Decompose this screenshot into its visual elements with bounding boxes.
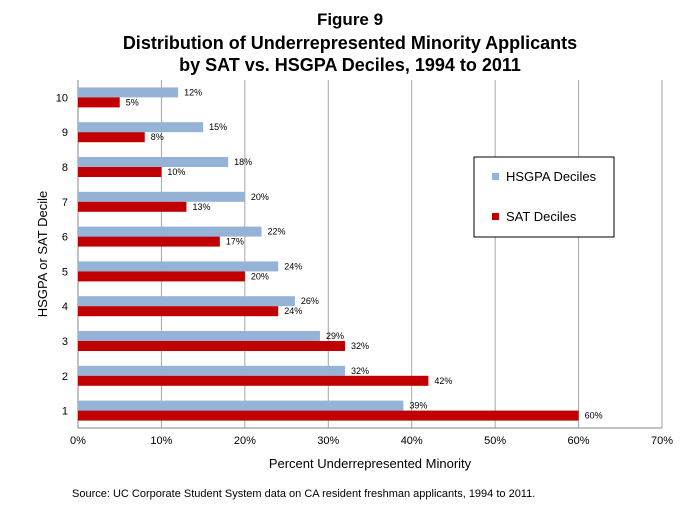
data-label: 13%: [192, 202, 210, 212]
bar-hsgpa: [78, 226, 262, 237]
x-axis-title: Percent Underrepresented Minority: [269, 456, 472, 471]
bar-sat: [78, 306, 279, 317]
bar-sat: [78, 410, 579, 421]
bar-hsgpa: [78, 400, 404, 411]
legend-swatch-sat: [492, 213, 499, 220]
bar-sat: [78, 201, 187, 212]
data-label: 60%: [585, 411, 603, 421]
bar-sat: [78, 271, 245, 282]
data-label: 39%: [409, 401, 427, 411]
data-label: 17%: [226, 237, 244, 247]
y-tick-label: 2: [62, 371, 68, 383]
data-label: 24%: [284, 306, 302, 316]
y-tick-label: 4: [62, 301, 68, 313]
y-tick-label: 10: [56, 92, 68, 104]
y-tick-label: 6: [62, 232, 68, 244]
bar-sat: [78, 341, 345, 351]
data-label: 20%: [251, 271, 269, 281]
bar-hsgpa: [78, 87, 179, 98]
bar-hsgpa: [78, 191, 245, 202]
bar-hsgpa: [78, 365, 345, 376]
data-label: 32%: [351, 366, 369, 376]
data-label: 8%: [151, 132, 164, 142]
source-note: Source: UC Corporate Student System data…: [72, 488, 536, 500]
y-tick-label: 3: [62, 336, 68, 348]
legend-box: [473, 156, 615, 238]
x-tick-label: 10%: [150, 435, 172, 447]
bar-hsgpa: [78, 261, 279, 272]
bar-hsgpa: [78, 331, 320, 341]
legend-label: SAT Deciles: [506, 209, 577, 224]
bar-sat: [78, 236, 220, 247]
data-label: 10%: [167, 167, 185, 177]
data-label: 42%: [434, 376, 452, 386]
bar-sat: [78, 132, 145, 143]
legend-swatch-hsgpa: [492, 173, 499, 180]
bar-hsgpa: [78, 296, 295, 307]
y-tick-label: 5: [62, 266, 68, 278]
legend-label: HSGPA Deciles: [506, 169, 597, 184]
data-label: 18%: [234, 157, 252, 167]
x-tick-label: 50%: [484, 435, 506, 447]
x-tick-label: 20%: [234, 435, 256, 447]
data-label: 22%: [268, 227, 286, 237]
y-tick-label: 1: [62, 406, 68, 418]
chart-title-line-1: Distribution of Underrepresented Minorit…: [122, 33, 578, 53]
x-tick-label: 70%: [651, 435, 673, 447]
chart-title-line-2: by SAT vs. HSGPA Deciles, 1994 to 2011: [179, 55, 521, 75]
y-tick-label: 7: [62, 197, 68, 209]
bar-sat: [78, 167, 162, 177]
figure-label: Figure 9: [316, 10, 384, 29]
x-tick-label: 60%: [568, 435, 590, 447]
bar-sat: [78, 375, 429, 386]
data-label: 15%: [209, 122, 227, 132]
data-label: 24%: [284, 261, 302, 271]
data-label: 26%: [301, 296, 319, 306]
x-tick-label: 30%: [317, 435, 339, 447]
y-axis-title: HSGPA or SAT Decile: [35, 191, 50, 317]
bar-sat: [78, 97, 120, 108]
data-label: 5%: [126, 97, 139, 107]
data-label: 32%: [351, 341, 369, 351]
chart-title: Distribution of Underrepresented Minorit…: [110, 32, 590, 76]
data-label: 20%: [251, 192, 269, 202]
x-tick-label: 0%: [70, 435, 86, 447]
data-label: 12%: [184, 87, 202, 97]
bar-hsgpa: [78, 122, 204, 133]
bar-hsgpa: [78, 157, 229, 167]
data-label: 29%: [326, 331, 344, 341]
y-tick-label: 8: [62, 162, 68, 174]
x-tick-label: 40%: [401, 435, 423, 447]
y-tick-label: 9: [62, 127, 68, 139]
